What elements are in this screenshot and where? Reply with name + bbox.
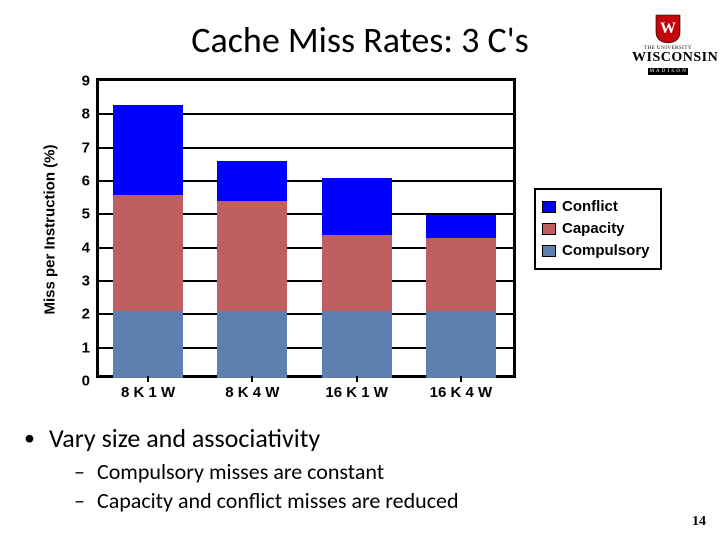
legend-label: Capacity xyxy=(562,218,625,240)
legend-label: Conflict xyxy=(562,196,618,218)
bar-segment-conflict xyxy=(426,215,496,238)
y-tick-label: 5 xyxy=(82,206,96,223)
bar-segment-capacity xyxy=(113,195,183,312)
x-tick-label: 8 K 4 W xyxy=(225,378,279,401)
legend-item: Conflict xyxy=(542,196,650,218)
bar-group: 16 K 4 W xyxy=(426,81,496,378)
bar-group: 8 K 1 W xyxy=(113,81,183,378)
y-tick-label: 8 xyxy=(82,106,96,123)
bar-segment-capacity xyxy=(217,201,287,311)
y-tick-label: 6 xyxy=(82,173,96,190)
y-tick-label: 4 xyxy=(82,239,96,256)
bullet-list: • Vary size and associativity – Compulso… xyxy=(24,422,684,514)
bar-segment-conflict xyxy=(217,161,287,201)
legend-swatch xyxy=(542,245,556,257)
bar-segment-capacity xyxy=(322,235,392,312)
legend: ConflictCapacityCompulsory xyxy=(534,188,662,270)
page-number: 14 xyxy=(692,514,706,530)
bar-segment-compulsory xyxy=(113,311,183,378)
bar-segment-compulsory xyxy=(322,311,392,378)
logo-text: THE UNIVERSITY WISCONSIN M A D I S O N xyxy=(632,46,704,75)
chart-container: Miss per Instruction (%) 8 K 1 W8 K 4 W1… xyxy=(48,78,668,408)
y-tick-label: 3 xyxy=(82,273,96,290)
slide-title: Cache Miss Rates: 3 C's xyxy=(0,18,720,62)
bullet-sub: – Compulsory misses are constant xyxy=(74,458,684,485)
x-tick-label: 16 K 4 W xyxy=(430,378,493,401)
shield-icon: W xyxy=(655,14,681,44)
bar-segment-conflict xyxy=(322,178,392,235)
bar-segment-compulsory xyxy=(217,311,287,378)
x-tick-label: 8 K 1 W xyxy=(121,378,175,401)
legend-item: Compulsory xyxy=(542,240,650,262)
bar-group: 8 K 4 W xyxy=(217,81,287,378)
bullet-main: • Vary size and associativity xyxy=(24,422,684,454)
plot-area: 8 K 1 W8 K 4 W16 K 1 W16 K 4 W 012345678… xyxy=(96,78,516,378)
bar-segment-compulsory xyxy=(426,311,496,378)
legend-swatch xyxy=(542,223,556,235)
y-axis-label: Miss per Instruction (%) xyxy=(40,78,60,380)
y-tick-label: 0 xyxy=(82,373,96,390)
bullet-sub: – Capacity and conflict misses are reduc… xyxy=(74,487,684,514)
legend-item: Capacity xyxy=(542,218,650,240)
slide: Cache Miss Rates: 3 C's W THE UNIVERSITY… xyxy=(0,0,720,540)
y-tick-label: 9 xyxy=(82,73,96,90)
bar-segment-conflict xyxy=(113,105,183,195)
svg-text:W: W xyxy=(660,20,676,37)
bar-segment-capacity xyxy=(426,238,496,311)
y-tick-label: 7 xyxy=(82,139,96,156)
uw-logo: W THE UNIVERSITY WISCONSIN M A D I S O N xyxy=(632,14,704,66)
x-tick-label: 16 K 1 W xyxy=(325,378,388,401)
bar-group: 16 K 1 W xyxy=(322,81,392,378)
legend-swatch xyxy=(542,201,556,213)
y-tick-label: 1 xyxy=(82,339,96,356)
legend-label: Compulsory xyxy=(562,240,650,262)
y-tick-label: 2 xyxy=(82,306,96,323)
